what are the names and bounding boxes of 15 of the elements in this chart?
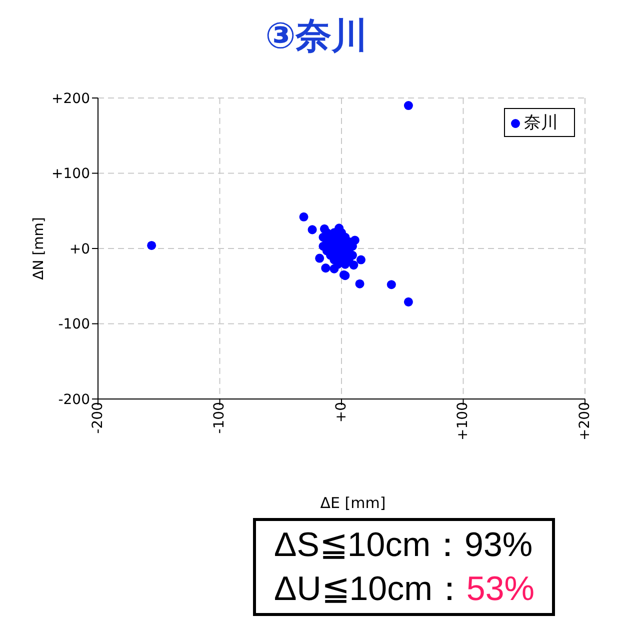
y-tick-label: -100	[58, 316, 90, 333]
y-tick-label: +0	[69, 241, 90, 258]
x-tick-label: +200	[576, 402, 593, 440]
x-tick-label: +0	[333, 402, 350, 423]
y-tick-label: +200	[52, 90, 90, 107]
y-tick-label: +100	[52, 166, 90, 182]
text: ΔU≦10cm：53%	[274, 569, 534, 610]
y-axis-title: ΔN [mm]	[30, 217, 47, 280]
x-tick-label: -100	[212, 402, 228, 434]
chart-title: ③奈川	[264, 15, 369, 59]
text: ΔS≦10cm：93%	[274, 525, 534, 566]
x-tick-label: +100	[455, 402, 472, 440]
legend-label: 奈川	[524, 113, 558, 133]
y-tick-label: -200	[58, 392, 90, 408]
x-axis-title: ΔE [mm]	[319, 494, 387, 512]
